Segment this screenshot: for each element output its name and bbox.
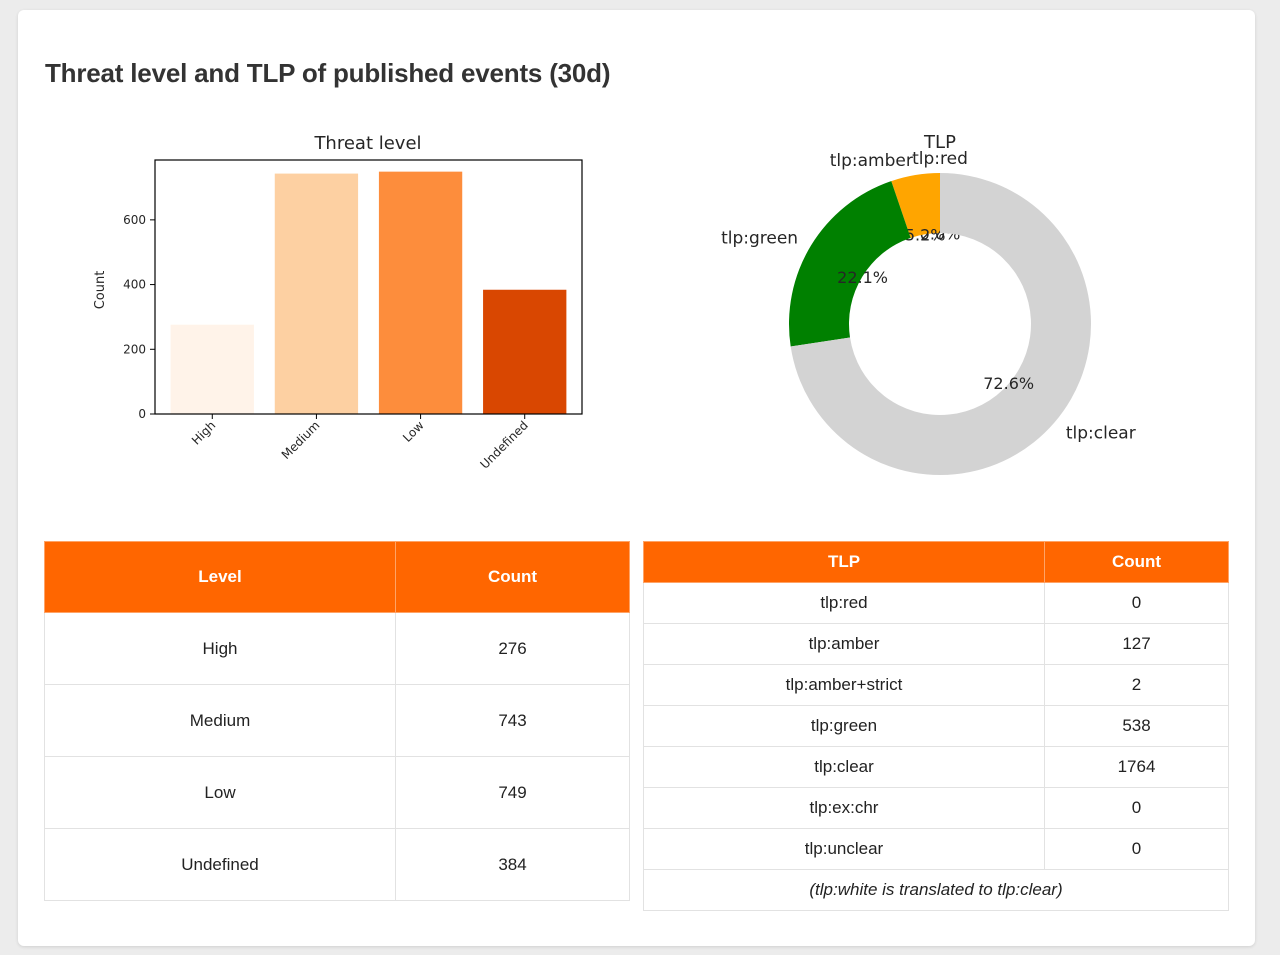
level-cell: High (44, 612, 396, 685)
count-cell: 1764 (1044, 746, 1229, 788)
bar-chart-title: Threat level (313, 133, 421, 154)
tlp-cell: tlp:green (643, 705, 1045, 747)
column-header-count[interactable]: Count (1044, 541, 1229, 583)
threat-level-table: Level Count High 276 Medium 743 Low 749 … (44, 541, 630, 901)
table-row: tlp:red 0 (643, 582, 1229, 624)
bar-chart-ylabel: Count (93, 271, 108, 310)
column-header-level[interactable]: Level (44, 541, 396, 613)
bar-undefined (483, 289, 567, 414)
donut-slice-tlp-clear (790, 173, 1091, 475)
slice-percent: 5.2% (905, 226, 946, 245)
x-tick-label: High (189, 418, 218, 447)
level-cell: Undefined (44, 828, 396, 901)
tlp-donut-chart: TLP tlp:red0.0%tlp:amber5.2%tlp:green22.… (721, 132, 1136, 475)
slice-label: tlp:clear (1066, 423, 1136, 443)
count-cell: 538 (1044, 705, 1229, 747)
tlp-table: TLP Count tlp:red 0 tlp:amber 127 tlp:am… (643, 541, 1229, 911)
tlp-cell: tlp:amber (643, 623, 1045, 665)
tlp-cell: tlp:unclear (643, 828, 1045, 870)
column-header-tlp[interactable]: TLP (643, 541, 1045, 583)
y-tick-label: 400 (123, 278, 146, 292)
count-cell: 0 (1044, 828, 1229, 870)
table-row: Medium 743 (44, 684, 630, 757)
count-cell: 384 (395, 828, 630, 901)
count-cell: 276 (395, 612, 630, 685)
table-header-row: TLP Count (643, 541, 1229, 583)
x-tick-label: Medium (279, 418, 323, 462)
page-title: Threat level and TLP of published events… (45, 58, 611, 88)
slice-percent: 72.6% (983, 374, 1034, 393)
count-cell: 127 (1044, 623, 1229, 665)
tlp-cell: tlp:ex:chr (643, 787, 1045, 829)
slice-label: tlp:green (721, 229, 798, 249)
y-tick-label: 0 (138, 407, 146, 421)
table-row: Undefined 384 (44, 828, 630, 901)
pie-chart-title: TLP (923, 132, 956, 153)
y-tick-label: 200 (123, 342, 146, 356)
table-row: High 276 (44, 612, 630, 685)
table-row: tlp:clear 1764 (643, 746, 1229, 788)
count-cell: 0 (1044, 787, 1229, 829)
bar-medium (274, 173, 359, 414)
slice-label: tlp:red (912, 149, 968, 169)
tlp-cell: tlp:clear (643, 746, 1045, 788)
table-row: Low 749 (44, 756, 630, 829)
x-tick-label: Low (400, 418, 427, 445)
table-note-row: (tlp:white is translated to tlp:clear) (643, 869, 1229, 911)
slice-label: tlp:amber (830, 151, 913, 171)
table-row: tlp:amber 127 (643, 623, 1229, 665)
x-tick-label: Undefined (477, 418, 530, 471)
tlp-note: (tlp:white is translated to tlp:clear) (643, 869, 1229, 911)
bar-plot-area: High Medium Low Undefined 0 200 400 600 (123, 159, 583, 472)
table-row: tlp:green 538 (643, 705, 1229, 747)
table-row: tlp:unclear 0 (643, 828, 1229, 870)
table-row: tlp:amber+strict 2 (643, 664, 1229, 706)
column-header-count[interactable]: Count (395, 541, 630, 613)
bar-low (378, 171, 463, 414)
slice-percent: 22.1% (837, 268, 888, 287)
threat-level-bar-chart: Threat level Count High Medium Low Undefine… (93, 133, 583, 472)
count-cell: 749 (395, 756, 630, 829)
table-header-row: Level Count (44, 541, 630, 613)
tlp-cell: tlp:amber+strict (643, 664, 1045, 706)
tlp-cell: tlp:red (643, 582, 1045, 624)
count-cell: 0 (1044, 582, 1229, 624)
plot-frame (154, 159, 583, 415)
count-cell: 2 (1044, 664, 1229, 706)
table-row: tlp:ex:chr 0 (643, 787, 1229, 829)
donut-slice-tlp-green (789, 181, 911, 347)
bar-high (170, 324, 254, 414)
donut-slice-tlp-amber (891, 173, 940, 238)
y-tick-label: 600 (123, 213, 146, 227)
count-cell: 743 (395, 684, 630, 757)
level-cell: Medium (44, 684, 396, 757)
level-cell: Low (44, 756, 396, 829)
pie-plot-area: tlp:red0.0%tlp:amber5.2%tlp:green22.1%tl… (721, 149, 1136, 475)
